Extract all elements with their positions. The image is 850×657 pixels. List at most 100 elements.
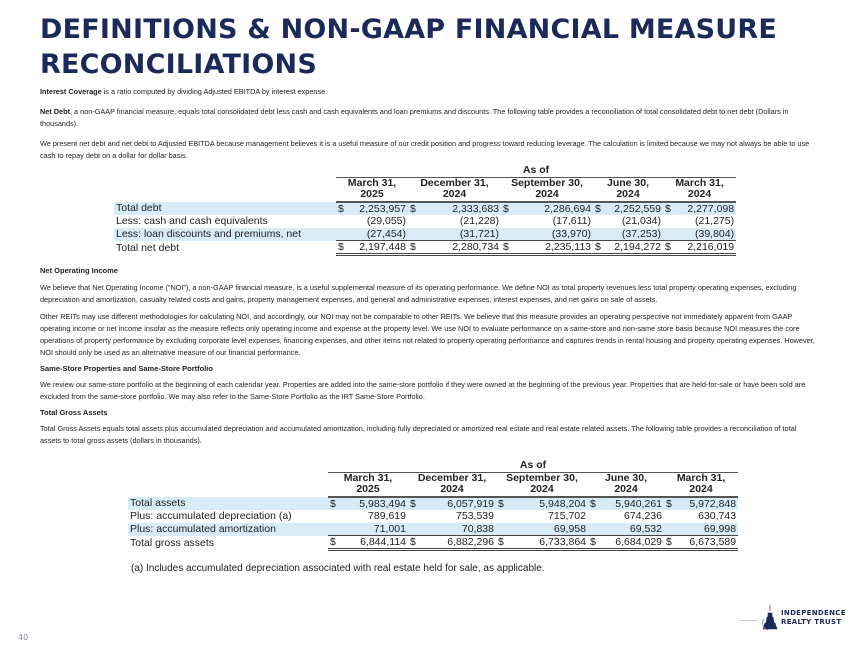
cell-value: 715,702 (548, 510, 586, 522)
cell-value: 2,277,098 (673, 201, 737, 215)
cell-value: 5,948,204 (506, 496, 588, 510)
table-row: Total debt $2,253,957 $2,333,683 $2,286,694… (114, 201, 737, 215)
column-header: September 30, 2024 (496, 471, 588, 498)
table-row: Total net debt $2,197,448 $2,280,734 $2,235… (114, 240, 737, 256)
column-header-date: March 31, (675, 176, 724, 189)
column-header-date: September 30, (511, 176, 583, 189)
currency-symbol: $ (336, 240, 346, 256)
column-header-date: December 31, (417, 471, 487, 484)
cell-value: 2,194,272 (603, 240, 663, 256)
currency-symbol (588, 522, 598, 536)
cell-value: (21,228) (459, 215, 499, 227)
column-header-year: 2024 (442, 187, 467, 200)
currency-symbol: $ (328, 496, 338, 510)
cell-value: 6,733,864 (506, 535, 588, 551)
total-gross-assets-table: As of March 31, 2025 December 31, 2024 Septem… (128, 459, 739, 551)
divider (740, 620, 758, 621)
as-of-header: As of (328, 459, 739, 473)
cell-value: 69,532 (598, 522, 664, 536)
total-gross-assets-heading: Total Gross Assets (40, 408, 108, 417)
interest-coverage-definition: Interest Coverage is a ratio computed by… (40, 86, 815, 98)
column-header-year: 2024 (687, 187, 712, 200)
column-header: March 31, 2024 (664, 471, 739, 498)
row-label: Less: loan discounts and premiums, net (114, 227, 336, 241)
noi-paragraph-1: We believe that Net Operating Income (“N… (40, 283, 797, 304)
currency-symbol (664, 510, 674, 523)
row-label: Total debt (114, 201, 336, 215)
logo-line-1: INDEPENDENCE (781, 609, 846, 617)
cell-value: 630,743 (698, 510, 737, 522)
definition-text: , a non-GAAP financial measure, equals t… (40, 107, 789, 128)
noi-paragraph-2: Other REITs may use different methodolog… (40, 312, 815, 357)
footnote: (a) Includes accumulated depreciation as… (131, 563, 545, 574)
same-store-heading: Same-Store Properties and Same-Store Por… (40, 364, 213, 373)
currency-symbol: $ (664, 496, 674, 510)
cell-value: (27,454) (346, 227, 408, 241)
cell-value: 5,972,848 (674, 496, 739, 510)
currency-symbol (336, 215, 346, 228)
cell-value: 6,684,029 (598, 535, 664, 551)
table-row: Plus: accumulated amortization 71,001 70,8… (128, 522, 739, 536)
cell-value: 6,844,114 (338, 535, 408, 551)
cell-value: (21,034) (621, 215, 661, 227)
currency-symbol (664, 522, 674, 536)
currency-symbol: $ (408, 240, 418, 256)
currency-symbol: $ (501, 240, 511, 256)
currency-symbol: $ (501, 201, 511, 215)
column-header-year: 2024 (535, 187, 559, 200)
cell-value: 70,838 (418, 522, 496, 536)
column-header-year: 2024 (530, 482, 554, 495)
cell-value: 5,983,494 (338, 496, 408, 510)
column-header-year: 2024 (616, 187, 640, 200)
table-row: Total assets $5,983,494 $6,057,919 $5,948,2… (128, 496, 739, 510)
tower-icon (762, 605, 778, 631)
currency-symbol: $ (336, 201, 346, 215)
currency-symbol: $ (496, 535, 506, 551)
column-header-year: 2025 (360, 187, 384, 200)
cell-value: 5,940,261 (598, 496, 664, 510)
column-header-year: 2024 (440, 482, 464, 495)
currency-symbol (328, 522, 338, 536)
currency-symbol (336, 227, 346, 241)
currency-symbol (408, 227, 418, 241)
cell-value: 69,958 (506, 522, 588, 536)
currency-symbol: $ (588, 496, 598, 510)
net-debt-paragraph: We present net debt and net debt to Adju… (40, 139, 810, 160)
column-header-year: 2024 (689, 482, 713, 495)
currency-symbol (501, 215, 511, 228)
cell-value: 2,197,448 (346, 240, 408, 256)
currency-symbol (408, 522, 418, 536)
definition-text: is a ratio computed by dividing Adjusted… (101, 87, 326, 96)
column-header-date: September 30, (506, 471, 578, 484)
currency-symbol: $ (663, 201, 673, 215)
table-row: Plus: accumulated depreciation (a) 789,61… (128, 510, 738, 523)
column-header: March 31, 2024 (663, 176, 737, 203)
cell-value: (31,721) (418, 227, 501, 241)
cell-value: (29,055) (366, 215, 406, 227)
currency-symbol (501, 227, 511, 241)
table-row: Less: cash and cash equivalents (29,055) (… (114, 215, 736, 228)
cell-value: 2,253,957 (346, 201, 408, 215)
cell-value: (37,253) (603, 227, 663, 241)
cell-value: 6,057,919 (418, 496, 496, 510)
row-label: Total gross assets (130, 536, 215, 549)
currency-symbol (496, 522, 506, 536)
currency-symbol: $ (496, 496, 506, 510)
column-header: March 31, 2025 (328, 471, 408, 498)
cell-value: 69,998 (674, 522, 739, 536)
column-header-date: March 31, (676, 471, 726, 484)
cell-value: (39,804) (673, 227, 737, 241)
column-header-date: March 31, (343, 471, 393, 484)
column-header-year: 2025 (356, 482, 380, 495)
term: Net Debt (40, 107, 70, 116)
currency-symbol: $ (588, 535, 598, 551)
currency-symbol (408, 510, 418, 523)
cell-value: 71,001 (338, 522, 408, 536)
cell-value: 2,286,694 (511, 201, 593, 215)
net-debt-definition: Net Debt, a non-GAAP financial measure, … (40, 106, 815, 130)
cell-value: 789,619 (368, 510, 406, 522)
currency-symbol: $ (663, 240, 673, 256)
column-header-year: 2024 (614, 482, 638, 495)
cell-value: 2,235,113 (511, 240, 593, 256)
currency-symbol (663, 215, 673, 228)
